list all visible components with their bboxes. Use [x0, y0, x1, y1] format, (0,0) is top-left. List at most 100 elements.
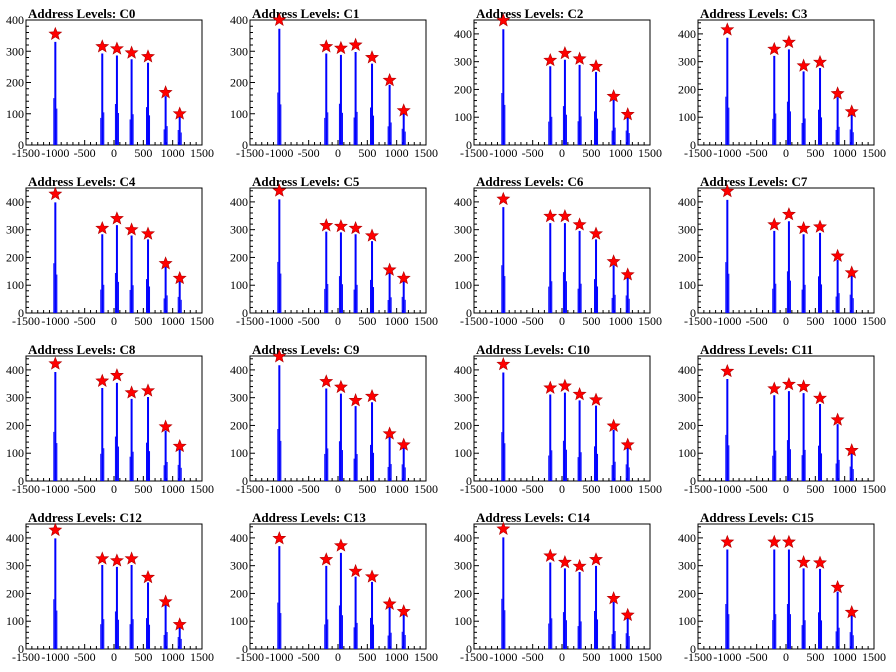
x-tick-label: 0	[559, 314, 565, 328]
peak-marker	[396, 604, 411, 618]
peak-marker	[830, 412, 845, 426]
y-tick-label: 300	[678, 223, 696, 237]
x-tick-label: -500	[522, 146, 544, 160]
y-tick-label: 400	[230, 531, 248, 545]
histogram-panel: Address Levels: C14 0 100 200 300 400 -1500 -10…	[448, 504, 672, 672]
peak-marker	[140, 226, 155, 240]
histogram-svg: Address Levels: C4 0 100 200 300 400 -1500 -100…	[6, 174, 214, 328]
panel-title: Address Levels: C8	[28, 342, 136, 357]
x-tick-label: -1000	[265, 482, 293, 496]
panel-title: Address Levels: C2	[476, 6, 583, 21]
x-tick-label: 1500	[638, 650, 662, 664]
y-tick-label: 300	[6, 559, 24, 573]
peak-marker	[48, 26, 63, 40]
peak-marker	[95, 551, 110, 565]
x-tick-label: 1500	[862, 650, 886, 664]
peak-marker	[272, 183, 287, 197]
peak-marker	[348, 37, 363, 51]
x-tick-label: -1500	[460, 650, 488, 664]
y-tick-label: 200	[6, 418, 24, 432]
peak-marker	[124, 551, 139, 565]
y-tick-label: 300	[6, 391, 24, 405]
x-tick-label: 0	[111, 314, 117, 328]
y-tick-label: 400	[454, 27, 472, 41]
peak-marker	[606, 418, 621, 432]
x-tick-label: 0	[111, 146, 117, 160]
x-tick-label: -1500	[684, 146, 712, 160]
histogram-svg: Address Levels: C1 0 100 200 300 400 -1500 -100…	[230, 6, 438, 160]
peak-marker	[348, 393, 363, 407]
x-tick-label: -1500	[236, 650, 264, 664]
plot-frame	[473, 355, 651, 482]
peak-marker	[319, 552, 334, 566]
peak-marker	[620, 267, 635, 281]
x-tick-label: -1000	[41, 146, 69, 160]
y-tick-label: 200	[230, 76, 248, 90]
peak-marker	[334, 379, 348, 394]
x-tick-label: 500	[358, 314, 376, 328]
plot-frame	[697, 19, 875, 146]
panel-title: Address Levels: C10	[476, 342, 590, 357]
x-tick-label: -500	[746, 650, 768, 664]
peak-marker	[782, 207, 796, 221]
x-tick-label: -1000	[41, 482, 69, 496]
peak-marker	[334, 538, 348, 552]
x-tick-label: -500	[74, 482, 96, 496]
panel-title: Address Levels: C6	[476, 174, 584, 189]
histogram-svg: Address Levels: C13 0 100 200 300 400 -1500 -10…	[230, 510, 438, 664]
y-tick-label: 300	[678, 55, 696, 69]
x-tick-label: 500	[806, 650, 824, 664]
peak-marker	[543, 52, 558, 67]
y-tick-label: 200	[454, 250, 472, 264]
histogram-panel: Address Levels: C13 0 100 200 300 400 -1500 -10…	[224, 504, 448, 672]
y-tick-label: 0	[242, 138, 248, 152]
peak-marker	[782, 534, 796, 548]
peak-marker	[606, 254, 621, 268]
x-tick-label: 1000	[161, 314, 185, 328]
x-tick-label: 1500	[638, 482, 662, 496]
x-tick-label: 0	[111, 650, 117, 664]
x-tick-label: -1500	[236, 314, 264, 328]
peak-marker	[124, 385, 139, 399]
peak-marker	[95, 39, 110, 53]
plot-frame	[473, 19, 651, 146]
x-tick-label: -500	[746, 314, 768, 328]
plot-frame	[249, 355, 427, 482]
plot-frame	[697, 187, 875, 314]
y-tick-label: 400	[678, 27, 696, 41]
peak-marker	[796, 220, 811, 235]
x-tick-label: -1500	[460, 314, 488, 328]
y-tick-label: 200	[230, 418, 248, 432]
peak-marker	[496, 191, 511, 206]
histogram-panel: Address Levels: C3 0 100 200 300 400 -1500 -100…	[672, 0, 896, 168]
panel-title: Address Levels: C15	[700, 510, 814, 525]
x-tick-label: -500	[522, 482, 544, 496]
y-tick-label: 300	[454, 223, 472, 237]
y-tick-label: 100	[678, 278, 696, 292]
y-tick-label: 200	[454, 586, 472, 600]
peak-marker	[172, 438, 187, 453]
peak-marker	[830, 248, 845, 262]
histogram-panel: Address Levels: C12 0 100 200 300 400 -1500 -10…	[0, 504, 224, 672]
peak-marker	[589, 59, 603, 73]
x-tick-label: 0	[783, 650, 789, 664]
x-tick-label: 0	[559, 482, 565, 496]
y-tick-label: 0	[242, 306, 248, 320]
y-tick-label: 100	[454, 278, 472, 292]
histogram-panel: Address Levels: C0 0 100 200 300 400 -1500 -100…	[0, 0, 224, 168]
y-tick-label: 400	[230, 363, 248, 377]
x-tick-label: 1000	[385, 650, 409, 664]
x-tick-label: 1000	[609, 146, 633, 160]
x-tick-label: 0	[783, 146, 789, 160]
plot-frame	[249, 19, 427, 146]
x-tick-label: 500	[806, 482, 824, 496]
histogram-panel: Address Levels: C11 0 100 200 300 400 -1500 -10…	[672, 336, 896, 504]
y-tick-label: 200	[678, 586, 696, 600]
y-tick-label: 200	[454, 82, 472, 96]
y-tick-label: 400	[230, 195, 248, 209]
peak-marker	[543, 380, 558, 394]
histogram-panel: Address Levels: C10 0 100 200 300 400 -1500 -10…	[448, 336, 672, 504]
y-tick-label: 100	[678, 614, 696, 628]
x-tick-label: 500	[134, 482, 152, 496]
peak-marker	[830, 86, 845, 100]
